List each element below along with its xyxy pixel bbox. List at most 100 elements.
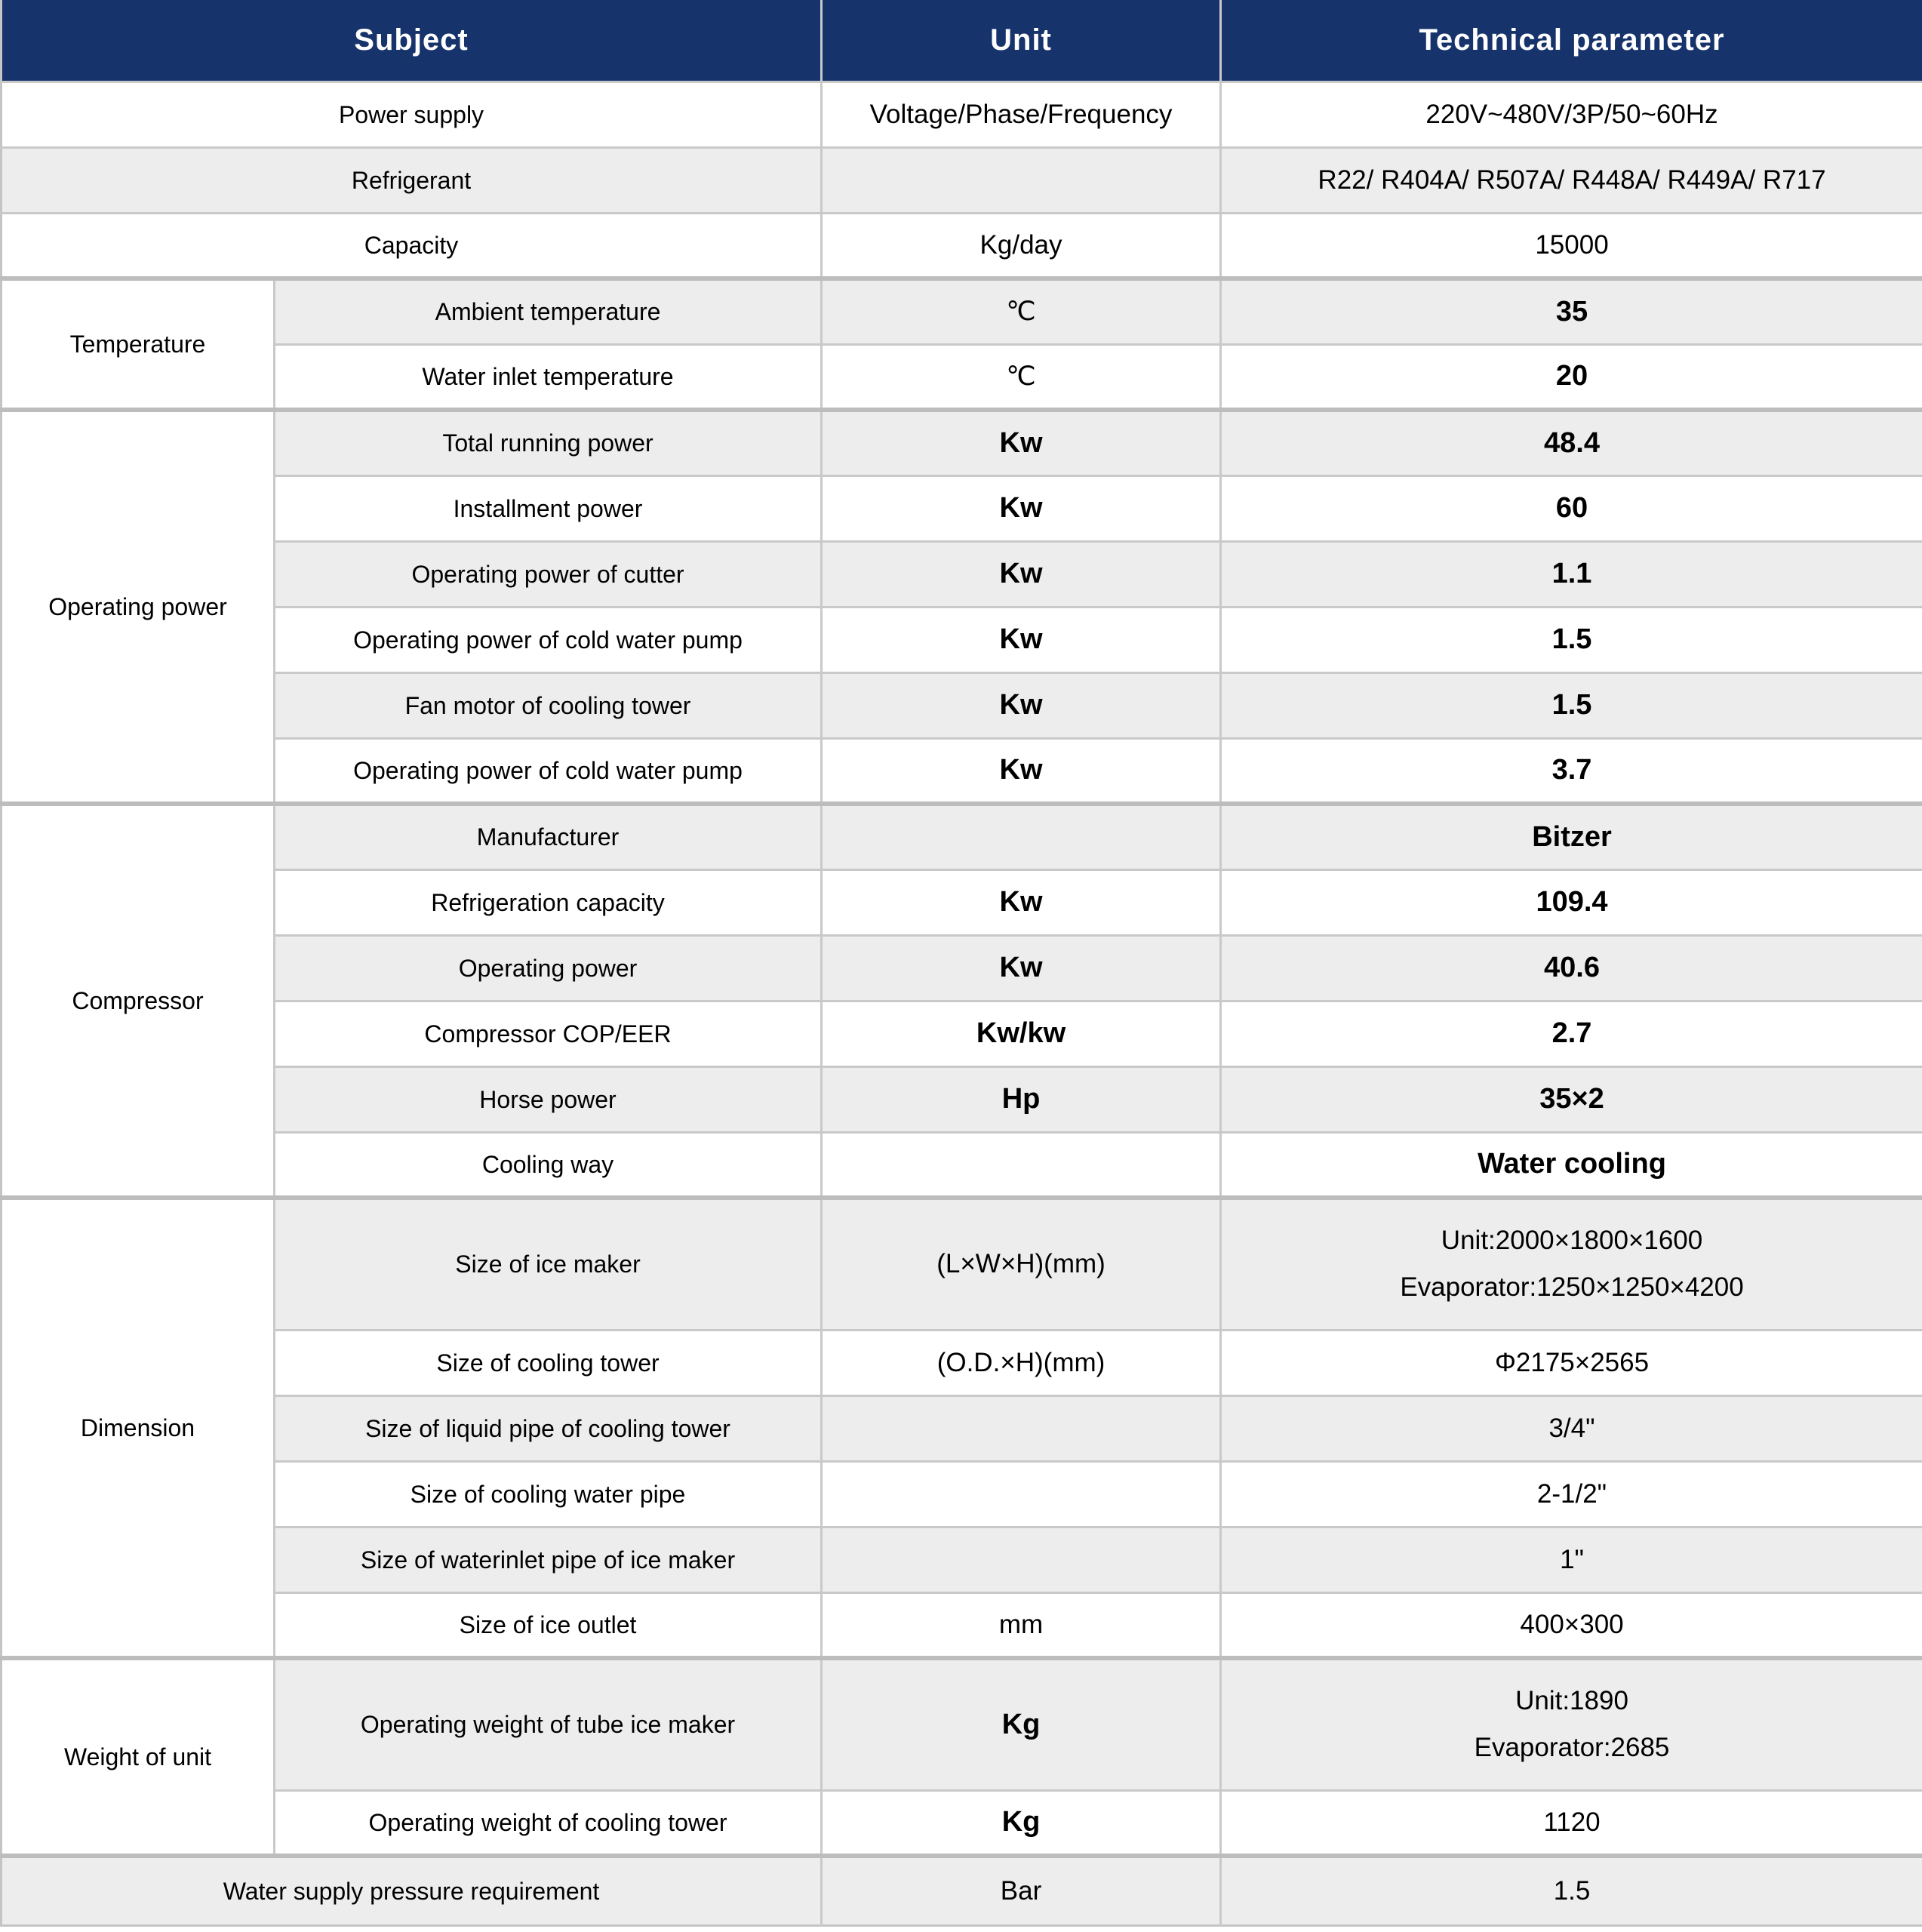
table-row: Operating power of cutter Kw 1.1 [2, 540, 1922, 607]
table-row: Fan motor of cooling tower Kw 1.5 [2, 671, 1922, 738]
table-row: Water supply pressure requirement Bar 1.5 [1, 1854, 1922, 1925]
table-row: Compressor COP/EER Kw/kw 2.7 [2, 999, 1922, 1066]
value-cell: 3.7 [1219, 737, 1922, 804]
table-row: Weight of unit Operating weight of tube i… [1, 1656, 1922, 1856]
unit-cell [820, 1394, 1221, 1461]
value-cell: 35×2 [1219, 1065, 1922, 1132]
table-header-row: Subject Unit Technical parameter [1, 0, 1922, 82]
value-cell: 3/4" [1219, 1394, 1922, 1461]
subject-cell: Size of liquid pipe of cooling tower [272, 1394, 822, 1461]
unit-cell: Kw [820, 737, 1221, 804]
subject-cell: Ambient temperature [272, 276, 822, 344]
subject-cell: Operating weight of cooling tower [272, 1789, 822, 1856]
unit-cell: Hp [820, 1065, 1221, 1132]
unit-cell: Kw [820, 605, 1221, 672]
unit-cell: Kw [820, 540, 1221, 607]
unit-cell: Kw [820, 474, 1221, 541]
value-cell: Bitzer [1219, 801, 1922, 869]
subject-cell: Water supply pressure requirement [1, 1854, 822, 1925]
table-row: Refrigeration capacity Kw 109.4 [2, 868, 1922, 935]
table-row: Temperature Ambient temperature ℃ 35 [1, 276, 1922, 410]
value-cell: 1.5 [1219, 1854, 1922, 1925]
value-cell: Unit:1890 Evaporator:2685 [1219, 1656, 1922, 1790]
table-row: Power supply Voltage/Phase/Frequency 220V~… [1, 80, 1922, 147]
unit-cell: ℃ [820, 276, 1221, 344]
value-cell: 1" [1219, 1525, 1922, 1592]
table-row: Size of cooling water pipe 2-1/2" [2, 1460, 1922, 1527]
subject-cell: Horse power [272, 1065, 822, 1132]
table-row: Operating power Kw 40.6 [2, 934, 1922, 1001]
subject-cell: Size of cooling water pipe [272, 1460, 822, 1527]
value-cell: 1.5 [1219, 671, 1922, 738]
unit-cell: Kw [820, 671, 1221, 738]
table-row: Operating weight of cooling tower Kg 1120 [2, 1789, 1922, 1856]
unit-cell: (L×W×H)(mm) [820, 1195, 1221, 1330]
unit-cell [820, 146, 1221, 213]
subject-cell: Power supply [1, 80, 822, 147]
unit-cell: Kg [820, 1656, 1221, 1790]
value-cell: 60 [1219, 474, 1922, 541]
subject-cell: Operating power of cold water pump [272, 605, 822, 672]
unit-cell [820, 1131, 1221, 1198]
subject-group-cell: Temperature [1, 276, 275, 410]
value-cell: 2.7 [1219, 999, 1922, 1066]
subject-cell: Refrigerant [1, 146, 822, 213]
unit-cell: mm [820, 1591, 1221, 1658]
unit-cell: Kw [820, 408, 1221, 475]
table-row: Horse power Hp 35×2 [2, 1065, 1922, 1132]
subject-cell: Water inlet temperature [272, 343, 822, 410]
subject-cell: Cooling way [272, 1131, 822, 1198]
subject-cell: Operating power of cold water pump [272, 737, 822, 804]
value-cell: 48.4 [1219, 408, 1922, 475]
value-cell: 2-1/2" [1219, 1460, 1922, 1527]
unit-cell: (O.D.×H)(mm) [820, 1328, 1221, 1395]
value-cell: 1.5 [1219, 605, 1922, 672]
table-row: Operating power of cold water pump Kw 3.7 [2, 737, 1922, 804]
value-cell: 40.6 [1219, 934, 1922, 1001]
table-row: Size of waterinlet pipe of ice maker 1" [2, 1525, 1922, 1592]
subject-cell: Size of ice outlet [272, 1591, 822, 1658]
value-line: Unit:1890 [1515, 1686, 1628, 1716]
subject-cell: Capacity [1, 211, 822, 278]
value-cell: R22/ R404A/ R507A/ R448A/ R449A/ R717 [1219, 146, 1922, 213]
subject-cell: Total running power [272, 408, 822, 475]
unit-cell [820, 1525, 1221, 1592]
table-row: Refrigerant R22/ R404A/ R507A/ R448A/ R44… [1, 146, 1922, 213]
value-cell: 1.1 [1219, 540, 1922, 607]
column-header-subject: Subject [1, 0, 822, 82]
unit-cell: Kw/kw [820, 999, 1221, 1066]
subject-cell: Size of waterinlet pipe of ice maker [272, 1525, 822, 1592]
unit-cell [820, 801, 1221, 869]
table-row: Operating power of cold water pump Kw 1.5 [2, 605, 1922, 672]
unit-cell: Kg/day [820, 211, 1221, 278]
unit-cell: Bar [820, 1854, 1221, 1925]
unit-cell: ℃ [820, 343, 1221, 410]
value-line: Evaporator:1250×1250×4200 [1400, 1272, 1744, 1303]
table-row: Cooling way Water cooling [2, 1131, 1922, 1198]
table-row: Size of liquid pipe of cooling tower 3/4" [2, 1394, 1922, 1461]
value-line: Unit:2000×1800×1600 [1441, 1226, 1703, 1256]
value-cell: 1120 [1219, 1789, 1922, 1856]
subject-cell: Size of cooling tower [272, 1328, 822, 1395]
column-header-parameter: Technical parameter [1219, 0, 1922, 82]
table-row: Size of cooling tower (O.D.×H)(mm) Φ2175×2… [2, 1328, 1922, 1395]
subject-group-cell: Dimension [1, 1195, 275, 1658]
subject-cell: Manufacturer [272, 801, 822, 869]
subject-cell: Installment power [272, 474, 822, 541]
table-row: Dimension Size of ice maker (L×W×H)(mm) Uni… [1, 1195, 1922, 1658]
spec-table-body: Power supply Voltage/Phase/Frequency 220V~… [1, 80, 1922, 1925]
table-row: Water inlet temperature ℃ 20 [2, 343, 1922, 410]
subject-cell: Operating power [272, 934, 822, 1001]
subject-cell: Operating power of cutter [272, 540, 822, 607]
value-cell: 220V~480V/3P/50~60Hz [1219, 80, 1922, 147]
unit-cell: Kw [820, 868, 1221, 935]
subject-group-cell: Weight of unit [1, 1656, 275, 1856]
value-line: Evaporator:2685 [1474, 1733, 1670, 1763]
value-cell: Unit:2000×1800×1600 Evaporator:1250×1250×… [1219, 1195, 1922, 1330]
unit-cell: Kg [820, 1789, 1221, 1856]
table-row: Size of ice outlet mm 400×300 [2, 1591, 1922, 1658]
subject-cell: Compressor COP/EER [272, 999, 822, 1066]
subject-group-cell: Compressor [1, 801, 275, 1198]
table-row: Capacity Kg/day 15000 [1, 211, 1922, 278]
